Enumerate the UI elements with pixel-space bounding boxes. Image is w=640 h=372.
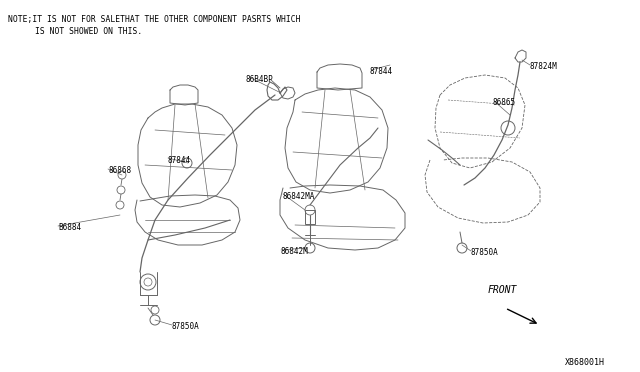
Text: 86868: 86868 <box>108 166 131 175</box>
Text: B6884: B6884 <box>58 223 81 232</box>
Text: 86842M: 86842M <box>281 247 308 256</box>
Text: FRONT: FRONT <box>488 285 517 295</box>
Text: 86865: 86865 <box>493 98 516 107</box>
Text: 87850A: 87850A <box>471 248 499 257</box>
Text: 86842MA: 86842MA <box>283 192 316 201</box>
Text: X868001H: X868001H <box>565 358 605 367</box>
Text: IS NOT SHOWED ON THIS.: IS NOT SHOWED ON THIS. <box>35 27 142 36</box>
Text: 87850A: 87850A <box>172 322 200 331</box>
Text: 87844: 87844 <box>168 156 191 165</box>
Text: 87844: 87844 <box>370 67 393 76</box>
Bar <box>305 210 315 224</box>
Text: NOTE;IT IS NOT FOR SALETHAT THE OTHER COMPONENT PASRTS WHICH: NOTE;IT IS NOT FOR SALETHAT THE OTHER CO… <box>8 15 301 24</box>
Text: 87824M: 87824M <box>530 62 557 71</box>
Text: 86B4BP: 86B4BP <box>245 75 273 84</box>
